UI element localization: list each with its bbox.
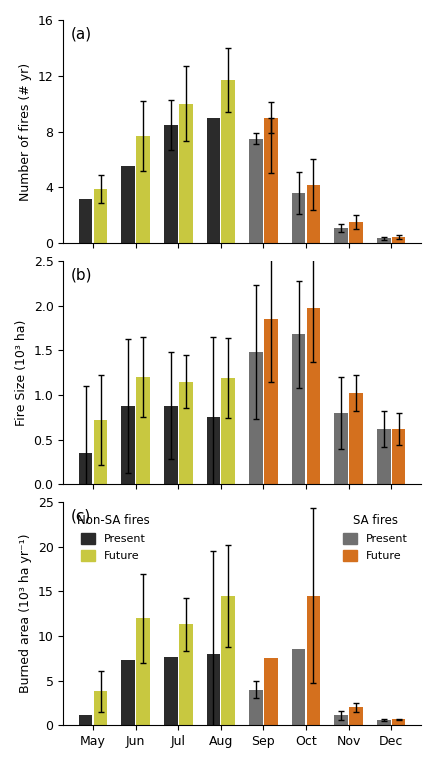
Bar	[221, 80, 235, 243]
Legend: Present, Future: Present, Future	[339, 510, 412, 566]
Text: (a): (a)	[71, 27, 92, 42]
Bar	[164, 656, 177, 726]
Bar	[94, 420, 107, 485]
Bar	[264, 146, 278, 243]
Bar	[349, 707, 363, 726]
Bar	[307, 185, 320, 243]
Bar	[392, 237, 405, 243]
Bar	[349, 222, 363, 243]
Bar	[264, 658, 278, 726]
Bar	[292, 649, 306, 726]
Bar	[377, 238, 391, 243]
Bar	[79, 198, 92, 243]
Bar	[207, 118, 220, 243]
Bar	[136, 136, 150, 243]
Bar	[136, 377, 150, 485]
Bar	[249, 444, 263, 485]
Bar	[249, 690, 263, 726]
Bar	[349, 393, 363, 485]
Y-axis label: Number of fires (# yr): Number of fires (# yr)	[19, 63, 32, 201]
Bar	[377, 429, 391, 485]
Bar	[264, 319, 278, 485]
Bar	[221, 378, 235, 485]
Bar	[179, 104, 193, 243]
Bar	[392, 429, 405, 485]
Bar	[207, 654, 220, 726]
Y-axis label: Fire Size (10³ ha): Fire Size (10³ ha)	[15, 320, 28, 426]
Bar	[136, 618, 150, 726]
Bar	[221, 596, 235, 726]
Bar	[292, 334, 306, 485]
Bar	[249, 139, 263, 243]
Bar	[249, 700, 263, 726]
Bar	[249, 139, 263, 243]
Bar	[307, 596, 320, 726]
Bar	[121, 660, 135, 726]
Bar	[307, 308, 320, 485]
Bar	[164, 406, 177, 485]
Bar	[392, 720, 405, 726]
Bar	[334, 413, 348, 485]
Bar	[121, 406, 135, 485]
Bar	[334, 716, 348, 726]
Bar	[164, 124, 177, 243]
Bar	[94, 188, 107, 243]
Bar	[264, 700, 278, 726]
Bar	[377, 720, 391, 726]
Bar	[207, 417, 220, 485]
Bar	[79, 716, 92, 726]
Bar	[79, 453, 92, 485]
Bar	[179, 382, 193, 485]
Bar	[334, 228, 348, 243]
Bar	[264, 118, 278, 243]
Text: (c): (c)	[71, 509, 91, 523]
Text: (b): (b)	[71, 268, 92, 283]
Bar	[292, 193, 306, 243]
Bar	[264, 444, 278, 485]
Bar	[94, 691, 107, 726]
Y-axis label: Burned area (10³ ha yr⁻¹): Burned area (10³ ha yr⁻¹)	[19, 534, 32, 694]
Bar	[179, 624, 193, 726]
Bar	[121, 166, 135, 243]
Bar	[249, 352, 263, 485]
